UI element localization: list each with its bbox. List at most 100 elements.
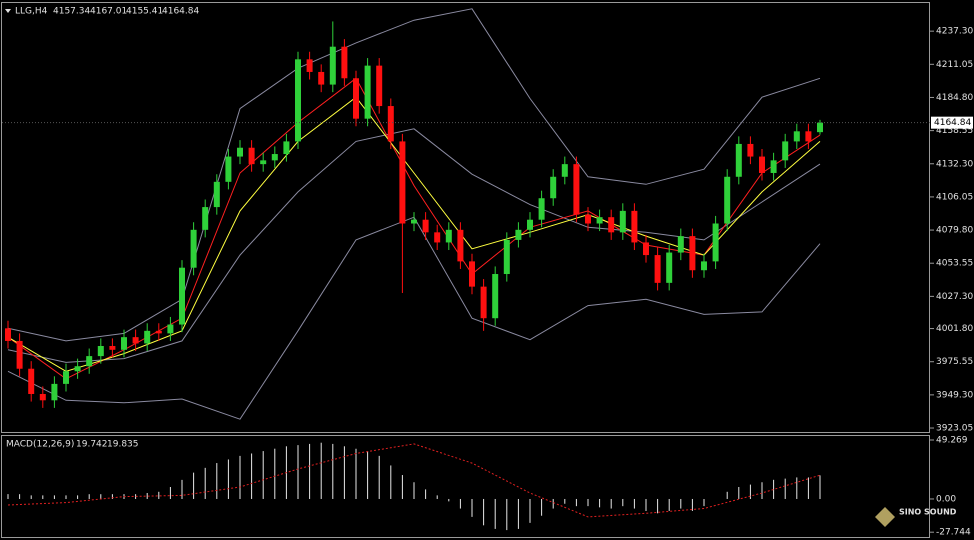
candle-body xyxy=(677,236,684,253)
price-box xyxy=(931,116,973,129)
candle-body xyxy=(39,393,46,401)
candle-body xyxy=(631,210,638,243)
y-tick-label: 4237.30 xyxy=(936,27,973,37)
y-tick-label: 4079.80 xyxy=(936,226,973,236)
candle-body xyxy=(179,267,185,325)
y-tick-label: 4184.80 xyxy=(936,93,973,103)
candle-body xyxy=(805,131,812,142)
candle-body xyxy=(225,156,232,182)
y-tick-label: -27.744 xyxy=(936,528,971,538)
header-close: 4164.84 xyxy=(162,7,199,17)
indicator-line xyxy=(7,77,821,380)
candle-body xyxy=(86,356,93,367)
candle-body xyxy=(550,176,557,199)
y-tick-label: 4158.55 xyxy=(936,126,973,136)
candle-body xyxy=(28,368,35,394)
indicator-line xyxy=(7,8,821,342)
candle-body xyxy=(109,345,116,350)
candle-body xyxy=(16,340,23,369)
candle-body xyxy=(735,143,742,177)
candle-body xyxy=(63,371,69,384)
watermark-logo: SINO SOUND xyxy=(875,507,957,527)
candle-body xyxy=(445,229,452,243)
candle-body xyxy=(260,160,267,165)
y-tick-label: 3923.05 xyxy=(936,424,973,434)
candle-body xyxy=(202,207,209,230)
candle-body xyxy=(712,223,719,262)
macd-frame xyxy=(1,435,930,538)
symbol-title: LLG,H4 xyxy=(15,7,48,17)
candle-body xyxy=(97,345,104,357)
y-tick-label: 4132.30 xyxy=(936,159,973,169)
candle-body xyxy=(643,242,649,256)
indicator-line xyxy=(7,96,821,372)
candle-body xyxy=(701,261,707,271)
candle-body xyxy=(480,286,487,319)
signal-value: 19.835 xyxy=(107,440,139,450)
candle-body xyxy=(689,236,696,271)
price-label: 4164.84 xyxy=(934,118,971,128)
y-tick-label: 49.269 xyxy=(936,435,968,445)
candle-body xyxy=(376,65,383,107)
y-tick-label: 4053.55 xyxy=(936,259,973,269)
candle-body xyxy=(724,176,731,224)
candle-body xyxy=(5,328,11,341)
candle-body xyxy=(237,147,243,157)
candle-body xyxy=(341,46,348,79)
candle-body xyxy=(295,59,301,142)
y-tick-label: 0.00 xyxy=(936,494,956,504)
candle-body xyxy=(793,131,800,142)
candle-body xyxy=(527,219,533,230)
candle-body xyxy=(608,217,615,233)
candle-body xyxy=(155,330,162,334)
candle-body xyxy=(422,219,429,233)
candle-body xyxy=(248,147,255,165)
candle-body xyxy=(364,65,371,119)
candle-body xyxy=(434,232,441,243)
header-arrow xyxy=(5,9,11,13)
main-frame xyxy=(1,2,930,433)
candle-body xyxy=(573,164,580,215)
y-tick-label: 4001.80 xyxy=(936,324,973,334)
candle-body xyxy=(51,383,58,401)
candle-body xyxy=(666,252,673,283)
candle-body xyxy=(411,219,417,224)
candle-body xyxy=(167,324,174,334)
macd-title: MACD(12,26,9) xyxy=(6,440,74,450)
candle-body xyxy=(353,78,359,119)
candle-body xyxy=(318,71,325,85)
candle-body xyxy=(782,141,789,161)
candle-body xyxy=(144,330,151,344)
candle-body xyxy=(387,106,394,142)
candle-body xyxy=(538,198,545,220)
candle-body xyxy=(759,156,765,173)
candle-body xyxy=(74,366,81,372)
candle-body xyxy=(596,217,603,224)
header-high: 4167.01 xyxy=(90,7,127,17)
candle-body xyxy=(329,46,336,85)
candle-body xyxy=(817,122,823,133)
candle-body xyxy=(770,160,777,173)
candle-body xyxy=(747,143,754,157)
candle-body xyxy=(585,214,591,224)
header-open: 4157.34 xyxy=(53,7,90,17)
y-tick-label: 4106.05 xyxy=(936,192,973,202)
watermark-text: SINO SOUND xyxy=(899,508,957,517)
candle-body xyxy=(271,154,278,161)
y-tick-label: 3949.30 xyxy=(936,390,973,400)
candle-body xyxy=(457,229,464,262)
candle-body xyxy=(121,337,127,350)
candle-body xyxy=(619,210,626,233)
candle-body xyxy=(654,255,661,283)
candle-body xyxy=(213,181,220,208)
y-tick-label: 4211.05 xyxy=(936,60,973,70)
y-tick-label: 3975.55 xyxy=(936,357,973,367)
candle-body xyxy=(306,59,313,72)
candle-body xyxy=(492,274,499,319)
logo-diamond xyxy=(875,507,895,527)
header-low: 4155.41 xyxy=(126,7,163,17)
macd-value: 19.742 xyxy=(76,440,108,450)
